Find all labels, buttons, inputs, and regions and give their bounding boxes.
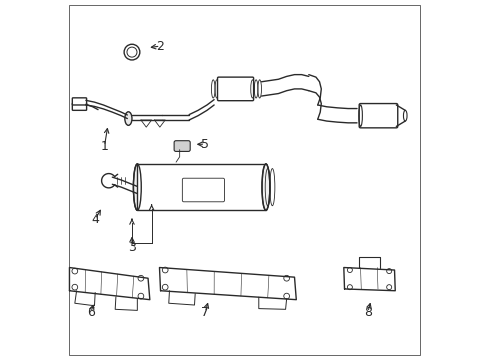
Ellipse shape (133, 164, 141, 210)
Ellipse shape (124, 112, 132, 125)
FancyBboxPatch shape (217, 77, 253, 101)
Text: 7: 7 (201, 306, 209, 319)
Text: 5: 5 (201, 138, 209, 151)
Text: 1: 1 (101, 140, 108, 153)
Ellipse shape (262, 164, 269, 210)
Text: 4: 4 (91, 213, 99, 226)
FancyBboxPatch shape (358, 104, 397, 128)
FancyBboxPatch shape (72, 103, 86, 111)
FancyBboxPatch shape (182, 178, 224, 202)
Text: 2: 2 (156, 40, 164, 53)
Text: 8: 8 (363, 306, 371, 319)
FancyBboxPatch shape (174, 141, 190, 152)
Text: 6: 6 (87, 306, 95, 319)
Text: 3: 3 (128, 241, 136, 255)
FancyBboxPatch shape (72, 98, 86, 105)
FancyBboxPatch shape (137, 164, 265, 210)
